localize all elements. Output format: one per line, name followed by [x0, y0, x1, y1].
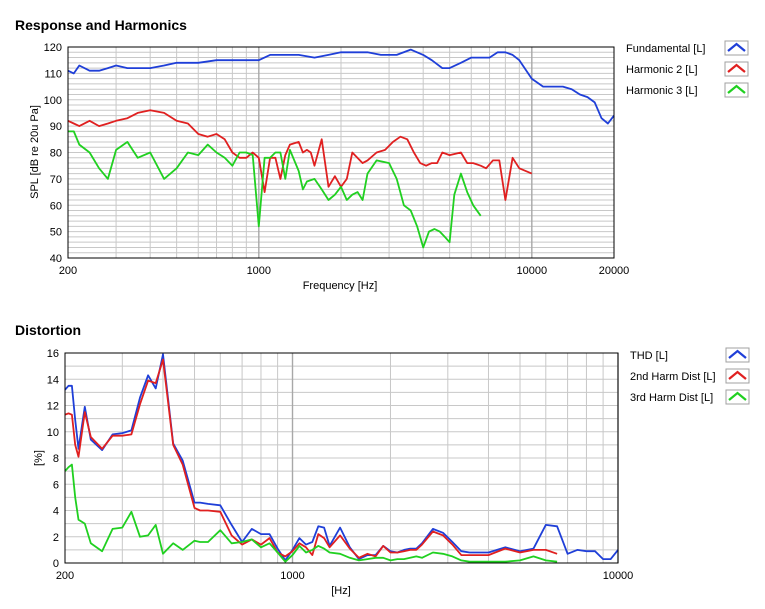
x-axis-label: Frequency [Hz] [303, 280, 378, 292]
legend-label: Harmonic 2 [L] [626, 64, 698, 76]
legend-swatch-icon [727, 63, 746, 73]
legend-swatch-icon [728, 349, 747, 359]
y-tick-label: 2 [53, 532, 59, 544]
x-tick-label: 200 [59, 265, 77, 277]
y-tick-label: 14 [47, 374, 59, 386]
y-tick-label: 80 [50, 148, 62, 160]
x-tick-label: 10000 [603, 570, 634, 582]
response-harmonics-chart: Response and Harmonics 40 50 60 70 80 90 100 11… [15, 17, 749, 292]
y-tick-label: 4 [53, 506, 59, 518]
y-tick-label: 12 [47, 401, 59, 413]
plot-grid [64, 352, 619, 564]
series-layer [67, 48, 615, 249]
y-tick-label: 120 [44, 42, 62, 54]
legend-swatch-box [725, 368, 750, 384]
x-tick-label: 1000 [247, 265, 271, 277]
legend-swatch-box [725, 347, 750, 363]
y-tick-labels: 40 50 60 70 80 90 100 110 120 [44, 42, 62, 265]
x-tick-labels: 200 1000 10000 [56, 570, 633, 582]
y-tick-label: 50 [50, 227, 62, 239]
legend-swatch-icon [727, 42, 746, 52]
legend-label: Harmonic 3 [L] [626, 85, 698, 97]
legend-swatch-box [724, 82, 749, 98]
y-axis-label: SPL [dB re 20u Pa] [29, 105, 41, 199]
x-tick-label: 10000 [517, 265, 548, 277]
series-line-2 [64, 358, 558, 559]
plot-frame [64, 352, 619, 564]
legend-label: 2nd Harm Dist [L] [630, 371, 716, 383]
legend-label: 3rd Harm Dist [L] [630, 392, 713, 404]
series-line-1 [64, 353, 619, 562]
plot-frame [67, 46, 615, 259]
legend-swatch-box [724, 61, 749, 77]
y-axis-label: [%] [33, 450, 45, 466]
y-tick-label: 10 [47, 427, 59, 439]
legend-label: Fundamental [L] [626, 43, 706, 55]
y-tick-label: 6 [53, 479, 59, 491]
legend-label: THD [L] [630, 350, 668, 362]
legend-swatch-icon [728, 391, 747, 401]
y-tick-label: 100 [44, 95, 62, 107]
legend-swatch-box [725, 389, 750, 405]
chart-title: Distortion [15, 322, 81, 338]
x-axis-label: [Hz] [331, 585, 351, 597]
y-tick-label: 8 [53, 453, 59, 465]
x-tick-label: 200 [56, 570, 74, 582]
y-tick-label: 90 [50, 121, 62, 133]
legend: THD [L] 2nd Harm Dist [L] 3rd Harm Dist [L… [630, 347, 750, 405]
distortion-chart: Distortion 0 2 4 6 8 10 12 14 16 200 1000 10000 [H… [15, 322, 750, 597]
y-tick-labels: 0 2 4 6 8 10 12 14 16 [47, 348, 59, 570]
y-tick-label: 40 [50, 253, 62, 265]
series-line-2 [67, 109, 533, 201]
y-tick-label: 110 [44, 68, 62, 80]
series-line-3 [68, 130, 482, 249]
series-layer [64, 353, 619, 563]
x-tick-label: 20000 [599, 265, 630, 277]
x-tick-label: 1000 [280, 570, 304, 582]
y-tick-label: 0 [53, 558, 59, 570]
y-tick-label: 60 [50, 200, 62, 212]
legend-swatch-box [724, 40, 749, 56]
series-line-3 [64, 463, 558, 563]
x-tick-labels: 200 1000 10000 20000 [59, 265, 629, 277]
y-tick-label: 16 [47, 348, 59, 360]
chart-title: Response and Harmonics [15, 17, 187, 33]
legend-swatch-icon [727, 84, 746, 94]
series-line-1 [67, 48, 615, 125]
legend-swatch-icon [728, 370, 747, 380]
legend: Fundamental [L] Harmonic 2 [L] Harmonic 3 … [626, 40, 749, 98]
y-tick-label: 70 [50, 174, 62, 186]
